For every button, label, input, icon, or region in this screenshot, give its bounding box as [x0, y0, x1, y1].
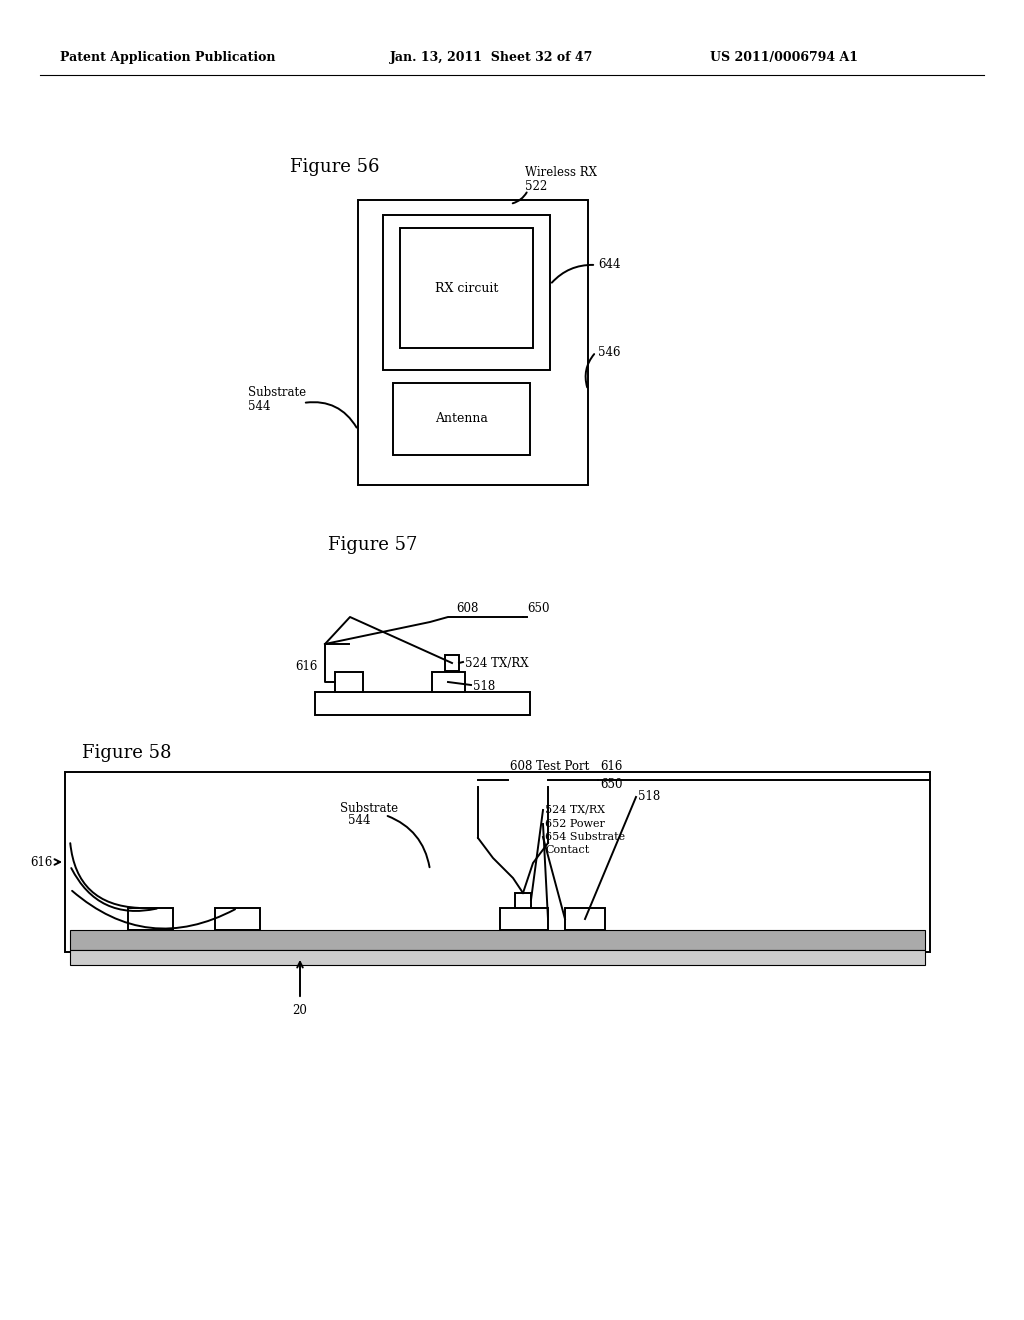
- Bar: [70, 950, 925, 965]
- Bar: [335, 672, 362, 692]
- Text: Antenna: Antenna: [435, 412, 488, 425]
- Text: 524 TX/RX: 524 TX/RX: [465, 656, 528, 669]
- Text: 650: 650: [600, 777, 623, 791]
- Bar: [565, 908, 605, 931]
- Text: 518: 518: [638, 791, 660, 804]
- Text: Wireless RX: Wireless RX: [525, 166, 597, 180]
- Text: Figure 58: Figure 58: [82, 744, 171, 762]
- Text: 616: 616: [295, 660, 317, 672]
- Bar: [400, 228, 534, 348]
- Text: 546: 546: [598, 346, 621, 359]
- Bar: [515, 894, 531, 908]
- Bar: [70, 931, 925, 950]
- Text: 608 Test Port: 608 Test Port: [510, 760, 589, 774]
- Text: 544: 544: [248, 400, 270, 412]
- Text: 518: 518: [473, 680, 496, 693]
- Text: Patent Application Publication: Patent Application Publication: [60, 51, 275, 65]
- Text: 608: 608: [456, 602, 478, 615]
- Bar: [432, 672, 465, 692]
- Text: 616: 616: [30, 855, 52, 869]
- Bar: [128, 908, 173, 931]
- Text: 644: 644: [598, 259, 621, 272]
- Bar: [393, 383, 530, 455]
- Bar: [383, 215, 550, 370]
- Bar: [358, 201, 588, 484]
- Bar: [445, 655, 459, 671]
- Text: RX circuit: RX circuit: [435, 281, 499, 294]
- Bar: [215, 908, 260, 931]
- Text: Figure 57: Figure 57: [328, 536, 418, 554]
- Bar: [315, 692, 530, 715]
- Text: 524 TX/RX: 524 TX/RX: [545, 805, 605, 814]
- Text: Substrate: Substrate: [248, 387, 306, 400]
- Text: 544: 544: [348, 813, 371, 826]
- Bar: [65, 772, 930, 952]
- Text: Contact: Contact: [545, 845, 589, 855]
- Text: Jan. 13, 2011  Sheet 32 of 47: Jan. 13, 2011 Sheet 32 of 47: [390, 51, 593, 65]
- Bar: [500, 908, 548, 931]
- Text: 522: 522: [525, 180, 547, 193]
- Text: 20: 20: [293, 1003, 307, 1016]
- Text: US 2011/0006794 A1: US 2011/0006794 A1: [710, 51, 858, 65]
- Text: 616: 616: [600, 760, 623, 774]
- Text: 654 Substrate: 654 Substrate: [545, 832, 625, 842]
- Text: 650: 650: [527, 602, 550, 615]
- Text: Figure 56: Figure 56: [290, 158, 380, 176]
- Text: Substrate: Substrate: [340, 801, 398, 814]
- Text: 652 Power: 652 Power: [545, 818, 605, 829]
